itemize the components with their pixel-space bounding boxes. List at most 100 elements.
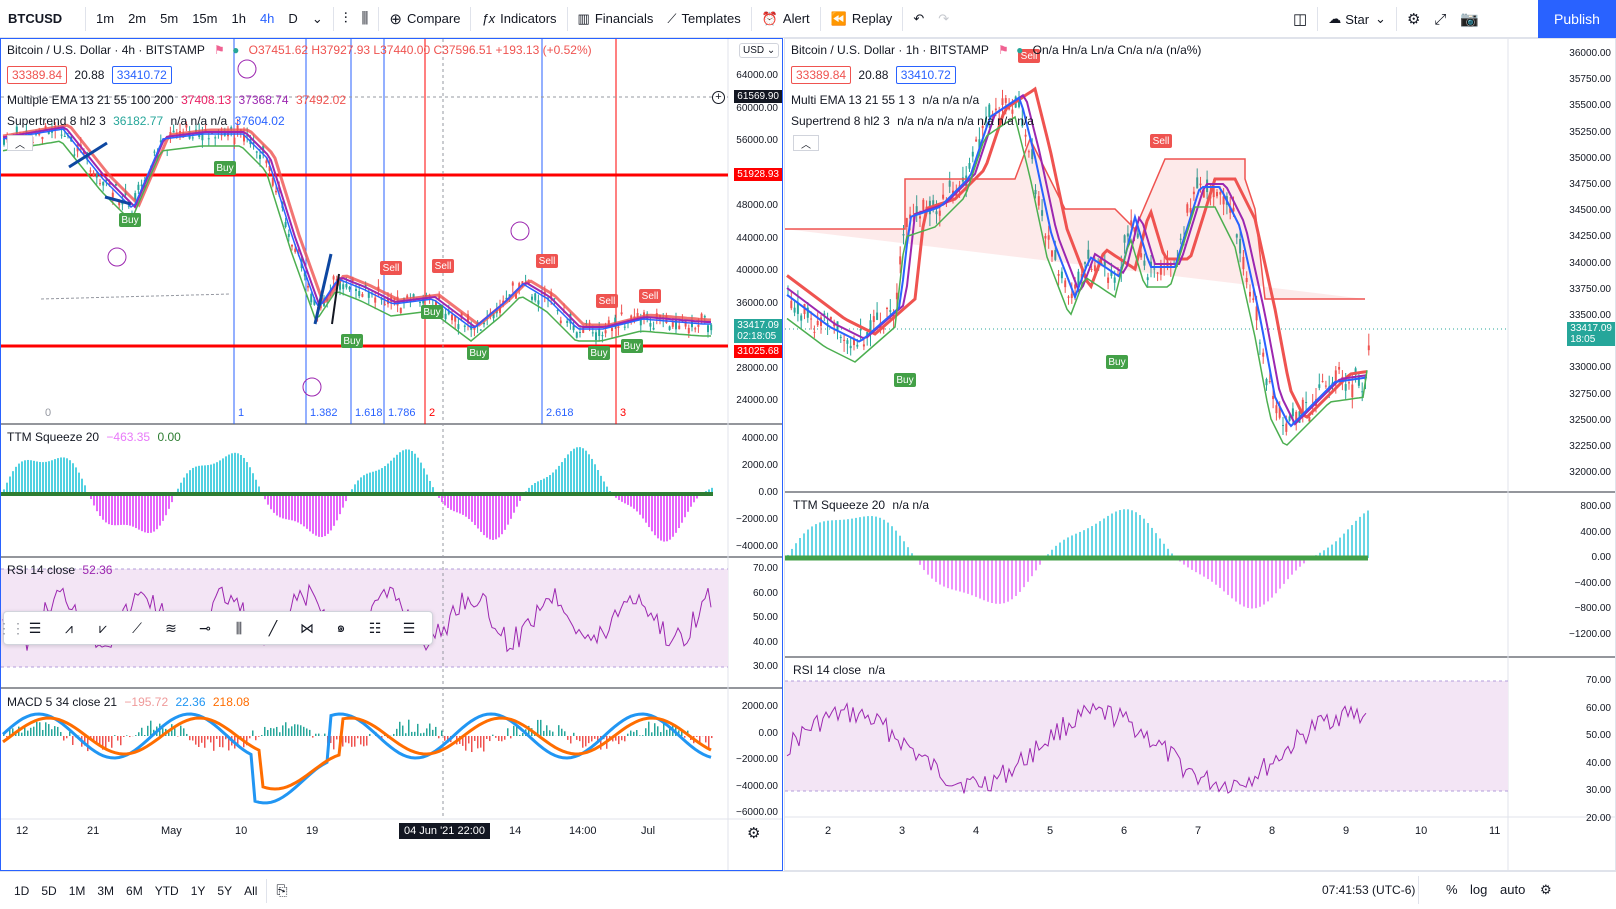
goto-date-icon[interactable]: ⎘ (276, 882, 288, 898)
left-st-legend[interactable]: Supertrend 8 hl2 3 36182.77 n/a n/a n/a … (7, 114, 285, 128)
time-axis-label: 4 (973, 825, 980, 837)
candle-body (1130, 220, 1133, 225)
horizontal-lines-icon[interactable]: ☰ (28, 619, 42, 636)
candle-body (935, 211, 938, 215)
candle-body (1305, 402, 1308, 404)
candle-body (1060, 271, 1063, 279)
tf-dropdown-icon[interactable]: ⌄ (311, 10, 323, 26)
range-5d[interactable]: 5D (41, 883, 57, 898)
undo-button[interactable]: ↶ (913, 10, 925, 26)
left-rsi-legend[interactable]: RSI 14 close 52.36 (7, 563, 112, 577)
right-ema-legend[interactable]: Multi EMA 13 21 55 1 3 n/a n/a n/a (791, 93, 979, 107)
ray-icon[interactable]: ╱ (268, 619, 278, 636)
candle-body (1107, 277, 1110, 283)
gear-icon[interactable]: ⚙ (1406, 11, 1421, 28)
range-1y[interactable]: 1Y (190, 883, 206, 898)
candle-body (1087, 249, 1090, 259)
macd-histogram-bar (336, 736, 338, 740)
candle-body (1216, 191, 1218, 197)
percent-toggle[interactable]: % (1446, 882, 1458, 897)
fib-level-label: 1.618 (355, 407, 383, 419)
range-ytd[interactable]: YTD (154, 883, 179, 898)
left-ttm-legend[interactable]: TTM Squeeze 20 −463.35 0.00 (7, 430, 181, 444)
templates-button[interactable]: ⟋ Templates (660, 0, 747, 38)
range-6m[interactable]: 6M (126, 883, 143, 898)
abc-pattern-icon[interactable]: ⩗ (99, 619, 107, 636)
flag-icon[interactable]: ⚑ (997, 43, 1009, 57)
right-st-legend[interactable]: Supertrend 8 hl2 3 n/a n/a n/a n/a n/a n… (791, 114, 1034, 128)
star-button[interactable]: ☁ Star ⌄ (1321, 0, 1393, 38)
right-chart-pane[interactable]: Buy Buy Sell Sell Bitcoin / U.S. Dollar · 1… (784, 38, 1616, 871)
fib-channel-icon[interactable]: ☰ (402, 619, 416, 636)
layout-icon[interactable]: ◫ (1293, 11, 1308, 28)
compare-button[interactable]: ⊕ Compare (382, 0, 467, 38)
left-chart-svg[interactable]: Buy Buy Buy Buy Buy Buy Buy Sell Sell Sell Sell Sel… (1, 39, 782, 870)
flag-icon[interactable]: ⚑ (213, 43, 225, 57)
currency-selector[interactable]: USD ⌄ (739, 43, 780, 58)
financials-button[interactable]: ▥ Financials (571, 0, 661, 38)
tf-2m[interactable]: 2m (128, 11, 147, 26)
ttm-histogram-bar (1283, 558, 1285, 584)
right-chart-svg[interactable]: Buy Buy Sell Sell (785, 39, 1615, 870)
alert-button[interactable]: ⏰ Alert (755, 0, 817, 38)
collapse-legend-button[interactable]: ︿ (793, 135, 819, 151)
right-rsi-legend[interactable]: RSI 14 close n/a (793, 663, 885, 677)
bar-style-icon[interactable]: ⫶ (343, 10, 348, 27)
macd-histogram-bar (114, 735, 116, 736)
horizontal-ray-icon[interactable]: ⊸ (199, 619, 211, 636)
ask-price[interactable]: 33410.72 (111, 66, 172, 84)
tf-1h[interactable]: 1h (231, 11, 246, 26)
candle-style-icon[interactable]: ⫼ (361, 10, 369, 27)
bid-price[interactable]: 33389.84 (7, 66, 68, 84)
macd-histogram-bar (648, 721, 650, 736)
auto-toggle[interactable]: auto (1500, 882, 1526, 897)
trend-line-icon[interactable]: ⟋ (132, 619, 142, 636)
xabcd-pattern-icon[interactable]: ⋈ (300, 619, 314, 636)
indicators-button[interactable]: ƒx Indicators (474, 0, 563, 38)
tf-15m[interactable]: 15m (192, 11, 218, 26)
ask-price[interactable]: 33410.72 (895, 66, 956, 84)
range-1m[interactable]: 1M (68, 883, 86, 898)
countdown: 18:05 (1570, 334, 1596, 345)
collapse-legend-button[interactable]: ︿ (7, 135, 33, 151)
parallel-channel-icon[interactable]: ☷ (368, 619, 382, 636)
left-ema-legend[interactable]: Multiple EMA 13 21 55 100 200 37408.13 3… (7, 93, 346, 107)
bid-price[interactable]: 33389.84 (791, 66, 852, 84)
clock[interactable]: 07:41:53 (UTC-6) (1322, 883, 1416, 897)
range-3m[interactable]: 3M (97, 883, 115, 898)
drag-handle-icon[interactable]: ⋮⋮ (1, 619, 25, 636)
publish-button[interactable]: Publish (1538, 0, 1616, 38)
candle-body (191, 137, 194, 139)
tf-1m[interactable]: 1m (96, 11, 115, 26)
ttm-histogram-bar (513, 494, 515, 513)
elliott-wave-icon[interactable]: ⩘ (65, 619, 73, 636)
log-toggle[interactable]: log (1470, 882, 1488, 897)
tf-5m[interactable]: 5m (160, 11, 179, 26)
ttm-histogram-bar (891, 526, 893, 558)
macd-histogram-bar (519, 734, 521, 736)
range-5y[interactable]: 5Y (217, 883, 233, 898)
signal-label: Sell (539, 256, 556, 267)
replay-button[interactable]: ⏪ Replay (824, 0, 900, 38)
camera-icon[interactable]: 📷 (1460, 11, 1480, 28)
settings-icon[interactable]: ⚙ (1540, 882, 1552, 897)
fib-retracement-icon[interactable]: ≋ (165, 619, 177, 636)
ttm-histogram-bar (1003, 558, 1005, 604)
symbol-search[interactable]: BTCUSD (8, 11, 63, 26)
range-1d[interactable]: 1D (14, 883, 30, 898)
tf-d[interactable]: D (288, 11, 298, 26)
left-chart-pane[interactable]: Buy Buy Buy Buy Buy Buy Buy Sell Sell Sell Sell Sel… (0, 38, 783, 871)
tf-4h[interactable]: 4h (259, 11, 275, 26)
left-macd-legend[interactable]: MACD 5 34 close 21 −195.72 22.36 218.08 (7, 695, 250, 709)
candle-body (419, 302, 421, 304)
gear-icon[interactable]: ⚙ (747, 825, 761, 842)
fullscreen-icon[interactable]: ⤢ (1434, 10, 1447, 28)
right-ttm-legend[interactable]: TTM Squeeze 20 n/a n/a (793, 498, 929, 512)
candle-body (47, 131, 50, 134)
pitchfork-icon[interactable]: ⫼ (235, 619, 243, 636)
range-all[interactable]: All (244, 883, 258, 898)
add-alert-icon[interactable]: + (712, 91, 725, 104)
redo-button[interactable]: ↷ (938, 10, 950, 26)
fib-spiral-icon[interactable]: ๑ (336, 619, 346, 635)
candle-body (1159, 264, 1162, 275)
